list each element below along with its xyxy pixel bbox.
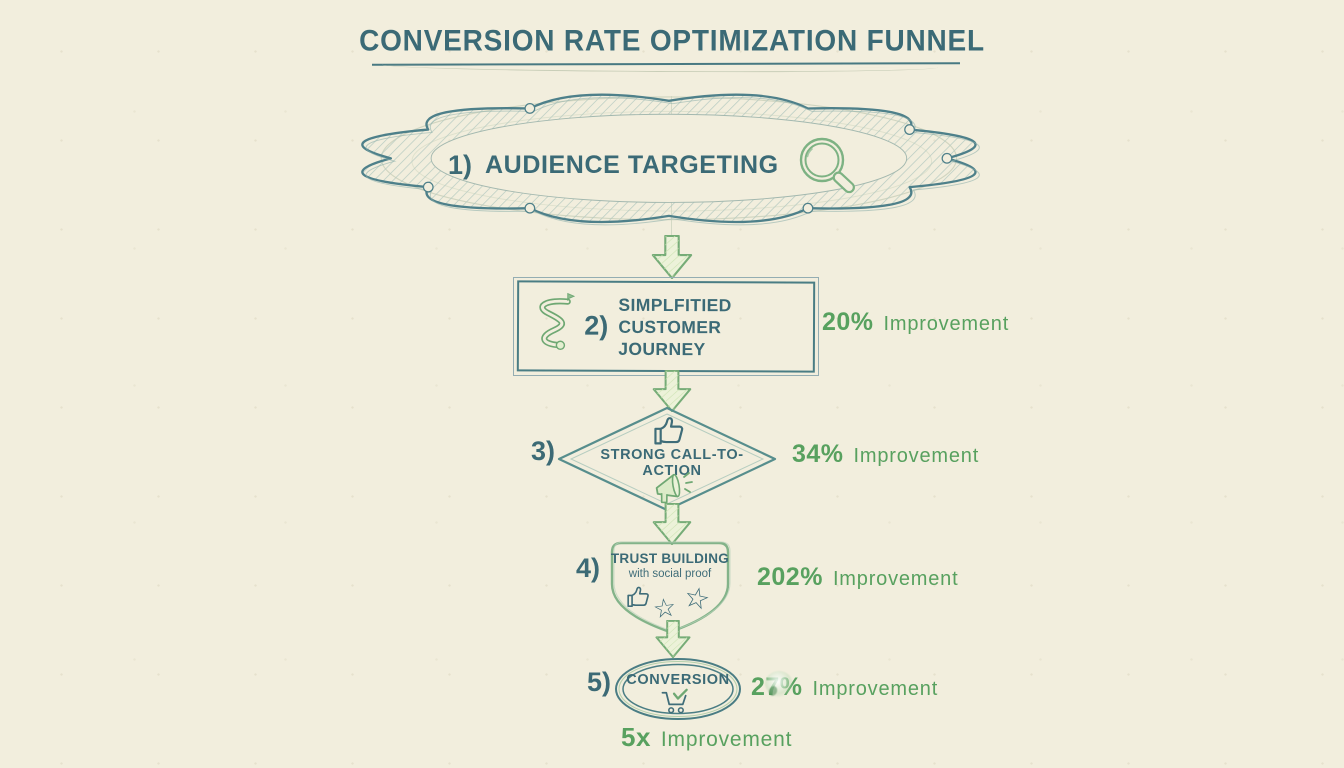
improvement-value: 20% xyxy=(822,308,874,336)
improvement-word: Improvement xyxy=(812,678,939,700)
stage-1-number: 1) xyxy=(448,149,473,180)
stage-1: 1) AUDIENCE TARGETING xyxy=(448,136,866,194)
star-icon: ☆ xyxy=(680,580,713,618)
megaphone-icon xyxy=(655,472,693,504)
improvement-word: Improvement xyxy=(883,313,1010,335)
improvement-value: 34% xyxy=(792,440,844,468)
page-title: CONVERSION RATE OPTIMIZATION FUNNEL xyxy=(359,24,985,57)
stage-2-improvement: 20% Improvement xyxy=(822,308,1009,337)
stage-5-label: CONVERSION xyxy=(626,672,730,688)
thumbs-up-icon xyxy=(654,417,684,445)
shield-shape xyxy=(610,541,731,634)
stage-5-number: 5) xyxy=(587,667,612,697)
stage-4-number: 4) xyxy=(576,553,601,583)
stage-2-label-line1: SIMPLFITIED xyxy=(618,294,732,315)
paint-smudge xyxy=(765,671,793,698)
stage-2-number: 2) xyxy=(584,310,609,341)
magnifying-glass-icon xyxy=(799,137,855,194)
improvement-value: 5x xyxy=(621,722,651,752)
stage-3-number: 3) xyxy=(531,436,556,466)
stage-3-improvement: 34% Improvement xyxy=(792,440,979,469)
shopping-cart-check-icon xyxy=(661,688,688,714)
winding-path-icon xyxy=(539,292,576,350)
cloud-shape xyxy=(361,93,980,226)
flow-arrow-icon xyxy=(655,620,691,658)
flow-arrow-icon xyxy=(652,370,692,412)
stage-4-icons: ☆ ☆ xyxy=(620,581,720,625)
ellipse-shape xyxy=(615,658,741,720)
improvement-value: 202% xyxy=(757,563,823,591)
improvement-word: Improvement xyxy=(853,445,980,467)
thumbs-up-icon xyxy=(627,586,649,608)
stage-5-footer-improvement: 5x Improvement xyxy=(621,722,792,753)
improvement-word: Improvement xyxy=(660,728,793,751)
stage-1-label: AUDIENCE TARGETING xyxy=(485,150,779,179)
stage-4-sublabel: with social proof xyxy=(628,568,712,580)
stage-2-label-line2: CUSTOMER JOURNEY xyxy=(618,316,722,359)
stage-4-label: TRUST BUILDING xyxy=(610,551,730,566)
flow-arrow-icon xyxy=(652,503,692,545)
flow-arrow-icon xyxy=(651,235,693,279)
stage-4-improvement: 202% Improvement xyxy=(757,563,958,592)
stage-2: 2) SIMPLFITIED CUSTOMER JOURNEY xyxy=(516,280,816,373)
improvement-word: Improvement xyxy=(832,568,959,590)
